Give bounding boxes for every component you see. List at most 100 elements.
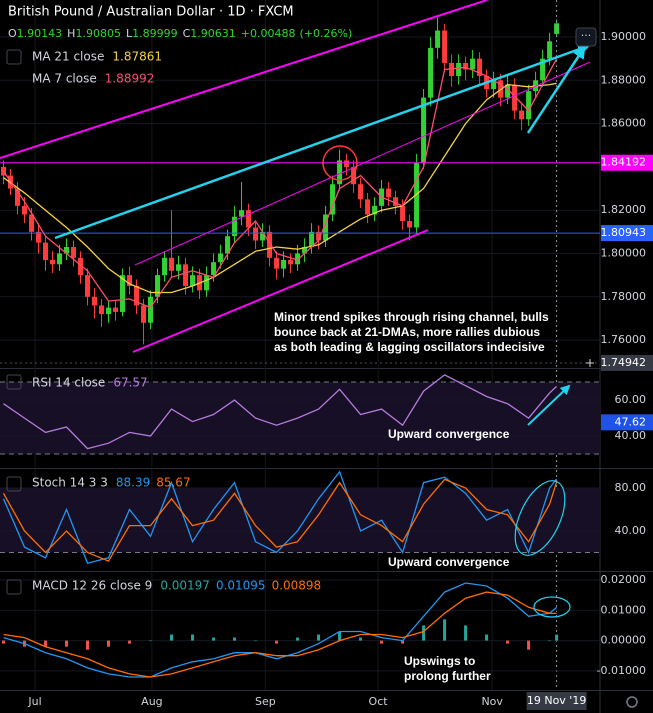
candle-body — [232, 216, 238, 237]
change-percent: (+0.26%) — [300, 27, 353, 40]
y-tick-label: 0.00000 — [601, 634, 647, 647]
candle-body — [274, 257, 280, 269]
ohlc-value: 1.90631 — [190, 27, 236, 40]
channel-lower — [132, 229, 429, 353]
y-tick-label: 1.82000 — [601, 203, 647, 216]
candle-body — [400, 205, 406, 222]
candle-body — [491, 80, 497, 89]
histogram-bar — [527, 640, 531, 650]
annotation: as both leading & lagging oscillators in… — [274, 340, 545, 354]
candle-body — [463, 62, 469, 70]
y-tick-label: 1.88000 — [601, 73, 647, 86]
y-tick-label: 1.76000 — [601, 333, 647, 346]
y-tick-label: 1.78000 — [601, 290, 647, 303]
candle-body — [162, 257, 168, 276]
candle-body — [267, 231, 273, 258]
indicator-value: 0.00898 — [272, 579, 322, 593]
rsi-arrow — [527, 384, 571, 426]
band-fill — [0, 382, 600, 455]
candle-body — [190, 275, 196, 286]
candle-body — [421, 97, 427, 163]
candle-body — [505, 84, 511, 98]
crosshair-price-tag — [601, 354, 653, 371]
crosshair-date-tag — [526, 692, 587, 710]
histogram-bar — [128, 640, 132, 644]
indicator-value: 88.39 — [116, 476, 150, 490]
ohlc-value: 1.90143 — [17, 27, 63, 40]
candle-body — [526, 91, 532, 120]
legend-name: MA 7 close — [32, 72, 97, 86]
histogram-bar — [401, 640, 405, 644]
y-tick-label: 60.00 — [615, 393, 647, 406]
more-button[interactable] — [575, 27, 597, 47]
candle-body — [554, 23, 560, 34]
ohlc-label: H — [67, 27, 75, 40]
histogram-bar — [275, 640, 279, 644]
legend-value: 1.88992 — [105, 72, 155, 86]
collapse-button[interactable] — [6, 49, 22, 65]
candle-body — [148, 296, 154, 323]
histogram-bar — [506, 640, 510, 644]
candle-body — [99, 305, 105, 315]
candle-body — [120, 275, 126, 312]
candle-body — [351, 166, 357, 185]
candle-body — [365, 199, 371, 215]
legend-name: MA 21 close — [32, 50, 104, 64]
candle-body — [183, 264, 189, 286]
candle-body — [393, 197, 399, 206]
y-tick-label: 80.00 — [615, 481, 647, 494]
price-tag — [601, 225, 653, 242]
annotation: Upward convergence — [388, 555, 510, 569]
change-value: +0.00488 — [241, 27, 296, 40]
candle-body — [330, 184, 336, 215]
candle-body — [449, 62, 455, 76]
x-tick-label: Jul — [27, 695, 41, 708]
candle-body — [316, 231, 322, 241]
collapse-button[interactable] — [6, 476, 22, 492]
series-line — [3, 591, 557, 678]
annotation: Minor trend spikes through rising channe… — [274, 310, 549, 324]
level-tag-label: 47.62 — [615, 415, 647, 428]
x-tick-label: Sep — [255, 695, 276, 708]
candle-body — [372, 205, 378, 215]
candle-body — [302, 246, 308, 254]
candle-body — [239, 210, 245, 217]
y-tick-label: 40.00 — [615, 524, 647, 537]
ohlc-value: 1.89999 — [132, 27, 178, 40]
legend-value: 1.87861 — [112, 50, 162, 64]
series-line — [2, 470, 558, 564]
y-tick-label: 1.90000 — [601, 30, 647, 43]
candle-body — [470, 58, 476, 70]
candle-body — [106, 307, 112, 315]
indicator-title: Stoch 14 3 3 — [32, 476, 108, 490]
candle-body — [176, 264, 182, 271]
histogram-bar — [65, 640, 69, 647]
collapse-button[interactable] — [6, 374, 22, 390]
indicator-value: 85.67 — [156, 476, 190, 490]
histogram-bar — [212, 637, 216, 641]
indicator-value: 0.00197 — [160, 579, 210, 593]
histogram-bar — [107, 640, 111, 647]
candle-body — [337, 160, 343, 185]
y-tick-label: 1.80000 — [601, 246, 647, 259]
candle-body — [204, 275, 210, 291]
ohlc-value: 1.90805 — [75, 27, 121, 40]
ohlc-label: C — [183, 27, 191, 40]
candle-body — [281, 259, 287, 269]
price-tag-label: 1.84192 — [601, 156, 647, 169]
collapse-button[interactable] — [6, 579, 22, 595]
candle-body — [477, 58, 483, 76]
histogram-bar — [485, 634, 489, 641]
candle-body — [57, 253, 63, 265]
candle-body — [456, 62, 462, 76]
candle-body — [43, 242, 49, 260]
channel-middle — [134, 61, 591, 266]
candle-body — [288, 259, 294, 265]
candle-body — [71, 246, 77, 258]
settings-icon[interactable] — [626, 696, 638, 708]
candle-body — [92, 296, 98, 306]
series-line — [2, 58, 558, 309]
annotation: bounce back at 21-DMAs, more rallies dub… — [274, 325, 540, 339]
